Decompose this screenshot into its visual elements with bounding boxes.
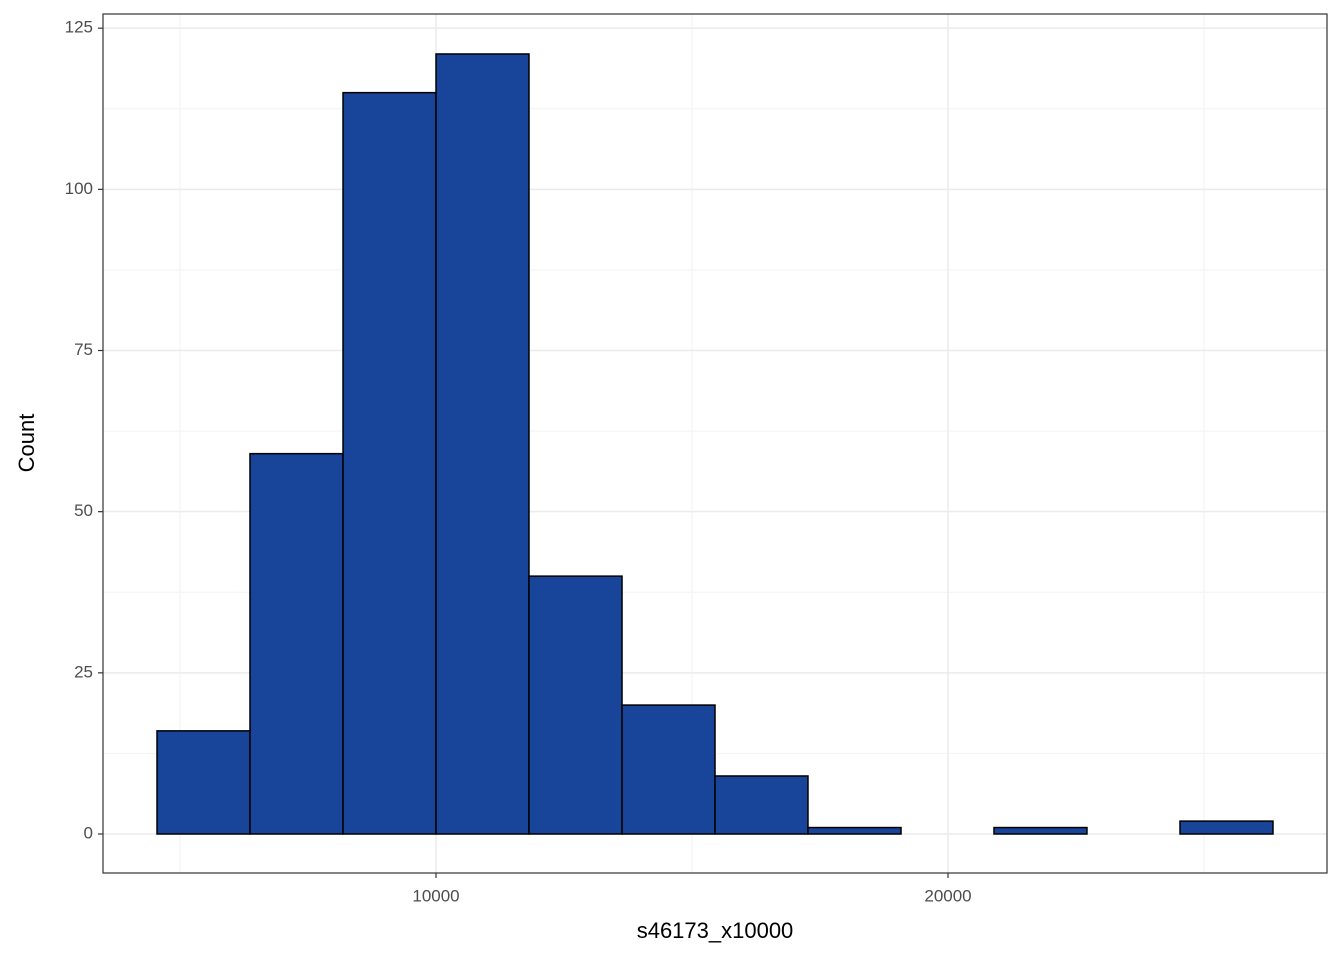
y-tick-label: 25 xyxy=(74,662,93,681)
x-tick-label: 20000 xyxy=(924,886,971,905)
bar xyxy=(528,575,623,835)
axes: 0 25 50 75 100 125 10000 20000 xyxy=(65,18,972,906)
y-axis-title: Count xyxy=(14,414,39,473)
y-tick-label: 125 xyxy=(65,18,93,37)
y-tick-label: 0 xyxy=(84,823,93,842)
x-tick-label: 10000 xyxy=(412,886,459,905)
y-tick-label: 100 xyxy=(65,179,93,198)
bars xyxy=(156,53,1274,835)
y-tick-label: 75 xyxy=(74,340,93,359)
bar xyxy=(435,53,530,835)
panel-border xyxy=(102,13,1328,874)
bar xyxy=(1179,820,1274,835)
bar xyxy=(993,826,1088,835)
bar xyxy=(621,704,716,835)
y-tick-label: 50 xyxy=(74,501,93,520)
bar xyxy=(807,826,902,835)
bar xyxy=(342,91,437,835)
bar xyxy=(249,452,344,835)
bar xyxy=(156,730,251,835)
x-axis-title: s46173_x10000 xyxy=(637,918,794,943)
bar xyxy=(714,775,809,835)
